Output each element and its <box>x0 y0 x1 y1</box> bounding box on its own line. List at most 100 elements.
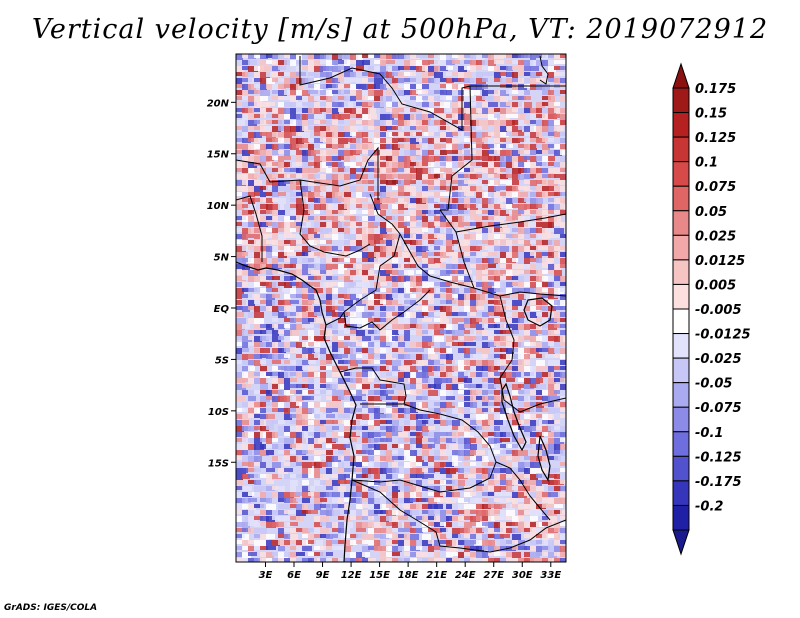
field-cell <box>548 120 554 126</box>
field-cell <box>512 96 522 100</box>
field-cell <box>284 432 290 436</box>
field-cell <box>524 204 531 209</box>
field-cell <box>506 258 516 263</box>
field-cell <box>488 204 497 208</box>
field-cell <box>452 222 462 227</box>
field-cell <box>374 540 381 546</box>
field-cell <box>548 132 555 136</box>
field-cell <box>404 444 412 450</box>
field-cell <box>284 450 290 455</box>
field-cell <box>434 222 443 226</box>
field-cell <box>338 288 347 294</box>
field-cell <box>512 408 522 413</box>
field-cell <box>488 60 496 66</box>
field-cell <box>554 318 560 322</box>
field-cell <box>398 336 405 341</box>
field-cell <box>488 132 496 136</box>
field-cell <box>470 234 480 239</box>
field-cell <box>374 486 381 490</box>
field-cell <box>392 492 398 498</box>
field-cell <box>446 396 455 400</box>
field-cell <box>524 60 533 66</box>
field-cell <box>380 468 387 474</box>
field-cell <box>398 534 407 538</box>
field-cell <box>314 378 323 384</box>
field-cell <box>278 390 286 396</box>
field-cell <box>470 168 476 173</box>
field-cell <box>344 210 353 215</box>
field-cell <box>446 540 456 546</box>
field-cell <box>398 270 408 276</box>
field-cell <box>404 180 410 185</box>
field-cell <box>254 336 262 342</box>
field-cell <box>386 432 392 438</box>
field-cell <box>284 78 294 84</box>
field-cell <box>458 192 466 197</box>
field-cell <box>542 330 551 335</box>
field-cell <box>314 108 322 114</box>
field-cell <box>482 396 489 402</box>
field-cell <box>518 102 525 108</box>
field-cell <box>422 468 431 472</box>
field-cell <box>272 60 282 65</box>
field-cell <box>338 498 344 504</box>
field-cell <box>356 558 362 562</box>
field-cell <box>320 402 329 407</box>
field-cell <box>506 546 516 551</box>
field-cell <box>266 180 273 185</box>
field-cell <box>422 234 431 240</box>
field-cell <box>356 222 362 226</box>
field-cell <box>338 246 344 250</box>
field-cell <box>386 108 395 112</box>
field-cell <box>302 162 312 168</box>
field-cell <box>284 366 294 371</box>
field-cell <box>392 384 402 390</box>
field-cell <box>464 276 473 282</box>
field-cell <box>392 378 402 382</box>
field-cell <box>368 522 374 527</box>
field-cell <box>518 198 526 203</box>
field-cell <box>434 360 444 365</box>
field-cell <box>434 138 440 143</box>
lon-tick-label: 30E <box>512 570 533 581</box>
field-cell <box>374 480 381 485</box>
field-cell <box>338 408 346 413</box>
field-cell <box>470 282 477 288</box>
field-cell <box>542 192 551 197</box>
field-cell <box>404 108 410 114</box>
field-cell <box>350 78 358 82</box>
field-cell <box>338 558 345 562</box>
field-cell <box>506 72 514 77</box>
field-cell <box>440 144 449 148</box>
field-cell <box>404 360 412 365</box>
field-cell <box>470 90 480 95</box>
field-cell <box>560 342 566 346</box>
field-cell <box>374 252 381 257</box>
field-cell <box>326 552 333 556</box>
field-cell <box>488 186 496 192</box>
field-cell <box>398 414 406 418</box>
field-cell <box>326 216 334 220</box>
field-cell <box>350 96 356 101</box>
field-cell <box>410 384 416 389</box>
field-cell <box>368 144 376 149</box>
field-cell <box>500 174 508 179</box>
field-cell <box>434 540 440 546</box>
field-cell <box>500 486 508 490</box>
field-cell <box>530 144 537 150</box>
field-cell <box>260 354 268 358</box>
field-cell <box>560 120 566 125</box>
field-cell <box>284 312 293 316</box>
field-cell <box>458 276 468 280</box>
field-cell <box>494 144 502 150</box>
field-cell <box>266 216 273 220</box>
field-cell <box>260 336 269 341</box>
field-cell <box>554 186 560 192</box>
field-cell <box>290 372 298 376</box>
field-cell <box>446 126 454 132</box>
field-cell <box>356 216 365 221</box>
field-cell <box>290 258 297 264</box>
field-cell <box>536 324 542 330</box>
colorbar-label: -0.1 <box>695 426 723 441</box>
field-cell <box>422 372 429 378</box>
